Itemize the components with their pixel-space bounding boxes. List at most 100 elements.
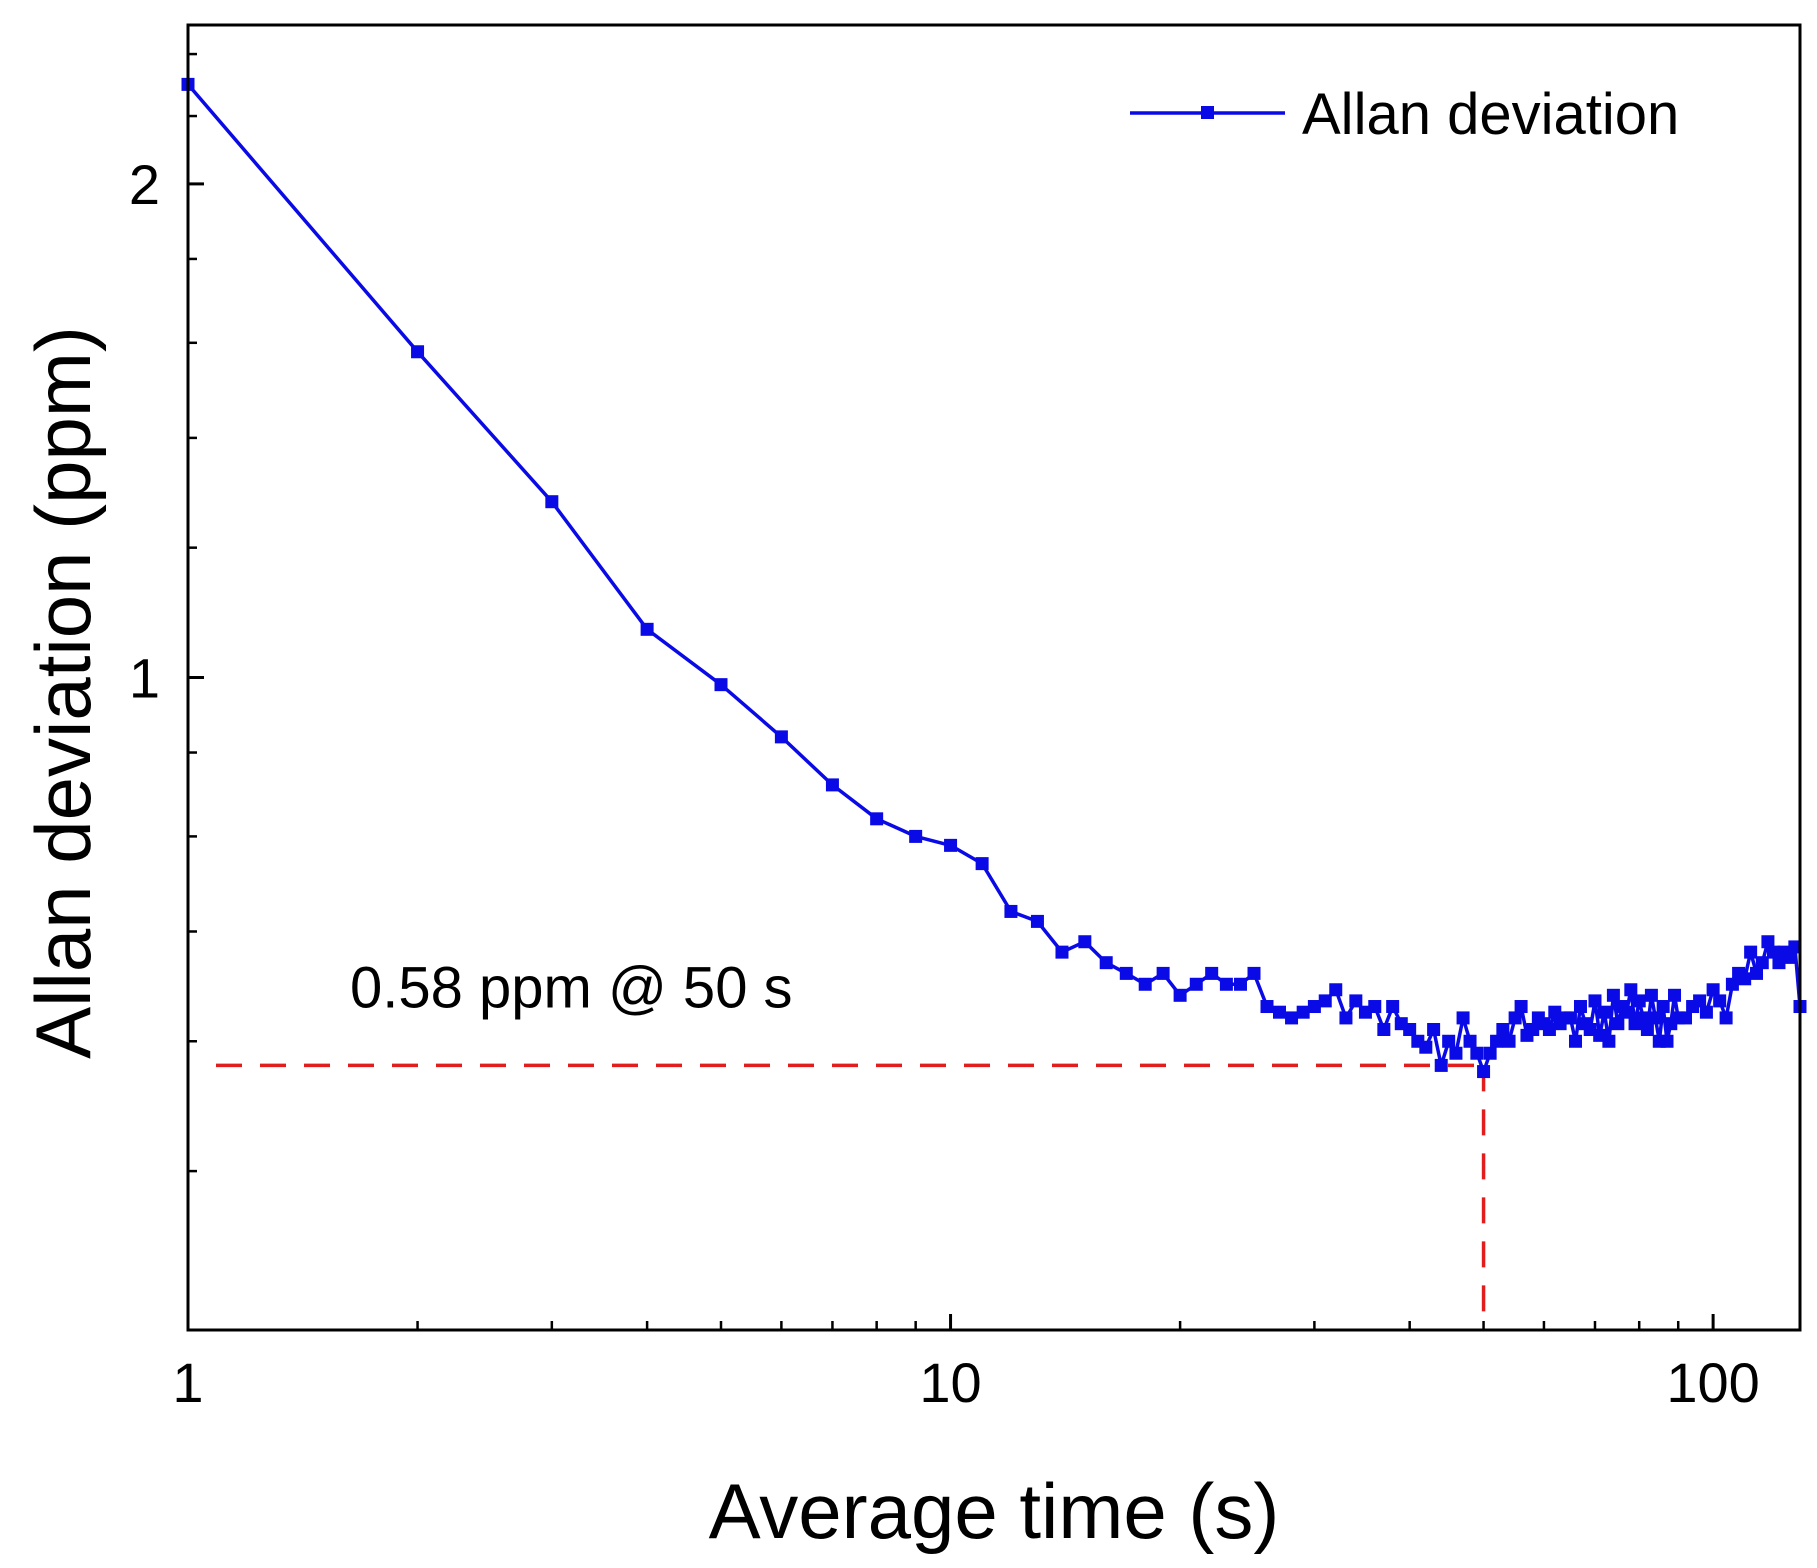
data-point-marker: [411, 345, 425, 359]
data-point-marker: [1660, 1034, 1674, 1048]
data-point-marker: [1219, 977, 1233, 991]
data-point-marker: [1569, 1034, 1583, 1048]
data-point-marker: [1693, 994, 1707, 1008]
data-point-marker: [1377, 1022, 1391, 1036]
data-point-marker: [1099, 956, 1113, 970]
data-point-marker: [1766, 945, 1780, 959]
series-line: [186, 83, 1802, 1074]
data-point-marker: [1339, 1011, 1353, 1025]
data-point-marker: [1542, 1022, 1556, 1036]
data-point-marker: [1526, 1022, 1540, 1036]
data-point-marker: [545, 495, 559, 509]
data-point-marker: [944, 838, 958, 852]
data-point-marker: [1597, 1005, 1611, 1019]
data-point-marker: [1502, 1034, 1516, 1048]
data-point-marker: [1640, 1022, 1654, 1036]
data-point-marker: [1483, 1046, 1497, 1060]
data-point-marker: [1624, 983, 1638, 997]
data-point-marker: [1563, 1011, 1577, 1025]
legend: Allan deviation: [1130, 82, 1679, 147]
data-point-marker: [1449, 1046, 1463, 1060]
data-point-marker: [1761, 935, 1775, 949]
data-point-marker: [1772, 956, 1786, 970]
legend-marker-sample: [1201, 106, 1214, 119]
data-point-marker: [1296, 1005, 1310, 1019]
data-point-marker: [1668, 988, 1682, 1002]
data-point-marker: [1738, 972, 1752, 986]
y-axis-title: Allan deviation (ppm): [19, 326, 107, 1059]
data-point-marker: [1656, 1000, 1670, 1014]
data-point-marker: [1706, 983, 1720, 997]
data-point-marker: [1055, 945, 1069, 959]
data-point-marker: [1030, 914, 1044, 928]
x-tick-label: 100: [1666, 1351, 1759, 1414]
data-point-marker: [825, 778, 839, 792]
data-point-marker: [1138, 977, 1152, 991]
data-point-marker: [870, 812, 884, 826]
data-point-marker: [1004, 904, 1018, 918]
data-point-marker: [1189, 977, 1203, 991]
data-point-marker: [1329, 983, 1343, 997]
data-point-marker: [1644, 988, 1658, 1002]
data-point-marker: [1719, 1011, 1733, 1025]
x-tick-label: 10: [919, 1351, 981, 1414]
data-point-marker: [1463, 1034, 1477, 1048]
data-point-marker: [1514, 1000, 1528, 1014]
plot-frame: [186, 23, 1802, 1332]
data-point-marker: [975, 857, 989, 871]
axis-ticks: 1 10 100 1 2: [129, 52, 1760, 1414]
data-point-marker: [1548, 1005, 1562, 1019]
data-point-marker: [1205, 966, 1219, 980]
data-point-marker: [1368, 1000, 1382, 1014]
data-point-marker: [1602, 1034, 1616, 1048]
data-point-marker: [1788, 940, 1802, 954]
data-point-marker: [1508, 1011, 1522, 1025]
data-point-marker: [1611, 1017, 1625, 1031]
data-point-marker: [714, 678, 728, 692]
data-point-marker: [1456, 1011, 1470, 1025]
data-point-marker: [1744, 945, 1758, 959]
data-point-marker: [1156, 966, 1170, 980]
data-point-marker: [774, 730, 788, 744]
data-point-marker: [1427, 1022, 1441, 1036]
data-point-marker: [1490, 1034, 1504, 1048]
x-tick-label: 1: [172, 1351, 203, 1414]
legend-label: Allan deviation: [1302, 82, 1679, 147]
data-point-marker: [1318, 994, 1332, 1008]
x-axis-title: Average time (s): [709, 1467, 1280, 1555]
data-point-marker: [1588, 994, 1602, 1008]
data-point-marker: [1247, 966, 1261, 980]
data-point-marker: [1606, 988, 1620, 1002]
data-point-marker: [1419, 1040, 1433, 1054]
data-point-marker: [1470, 1046, 1484, 1060]
data-point-marker: [1307, 1000, 1321, 1014]
data-point-marker: [1272, 1005, 1286, 1019]
y-tick-label: 2: [129, 153, 160, 216]
data-point-marker: [1496, 1022, 1510, 1036]
series-layer: [181, 77, 1807, 1079]
y-tick-label: 1: [129, 647, 160, 710]
data-point-marker: [1620, 1005, 1634, 1019]
data-point-marker: [1477, 1065, 1491, 1079]
data-point-marker: [1119, 966, 1133, 980]
data-point-marker: [1285, 1011, 1299, 1025]
data-point-marker: [1573, 1000, 1587, 1014]
data-point-marker: [1173, 988, 1187, 1002]
data-point-marker: [1434, 1058, 1448, 1072]
data-point-marker: [1678, 1011, 1692, 1025]
data-point-marker: [1078, 935, 1092, 949]
data-point-marker: [640, 622, 654, 636]
data-point-marker: [1636, 1011, 1650, 1025]
data-point-marker: [1699, 1005, 1713, 1019]
data-point-marker: [1783, 950, 1797, 964]
data-point-marker: [1648, 1011, 1662, 1025]
data-point-marker: [1755, 956, 1769, 970]
data-point-marker: [1725, 977, 1739, 991]
data-point-marker: [1713, 994, 1727, 1008]
annotation-lines: [216, 1063, 1486, 1324]
data-point-marker: [1233, 977, 1247, 991]
annotation-label: 0.58 ppm @ 50 s: [350, 955, 793, 1020]
data-point-marker: [1386, 1000, 1400, 1014]
data-point-marker: [1442, 1034, 1456, 1048]
